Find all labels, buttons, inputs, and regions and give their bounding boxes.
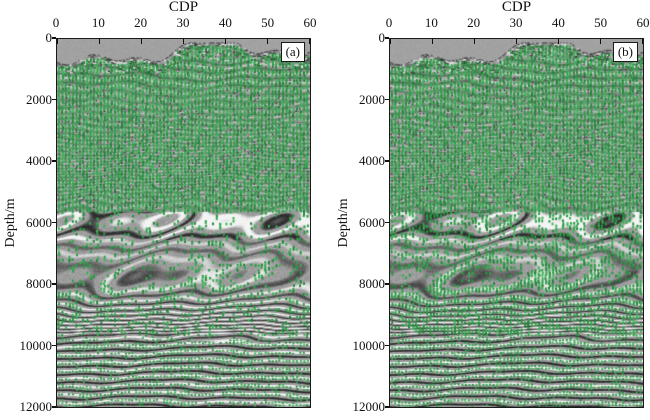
x-tick-label: 10 (91, 15, 105, 30)
y-tick-label: 4000 (26, 153, 52, 168)
x-tick-label: 0 (385, 15, 393, 30)
x-tick-mark (225, 39, 227, 44)
x-tick-mark (558, 39, 560, 44)
y-tick-label: 2000 (26, 91, 52, 107)
y-tick-label: 0 (45, 30, 53, 45)
y-tick-mark (385, 344, 389, 347)
x-tick-mark (390, 39, 392, 44)
y-tick-mark (52, 98, 56, 101)
y-tick-mark (385, 221, 389, 224)
x-tick-mark (641, 39, 643, 44)
y-tick-label: 8000 (359, 276, 385, 291)
x-tick-mark (98, 39, 100, 44)
x-tick-mark (431, 39, 433, 44)
x-tick-mark (182, 39, 185, 44)
x-tick-label: 50 (261, 15, 275, 30)
x-axis-title: CDP (168, 0, 199, 15)
x-tick-mark (600, 39, 602, 44)
y-tick-mark (385, 160, 389, 162)
seismic-image (390, 39, 643, 407)
x-tick-label: 40 (218, 15, 232, 30)
y-tick-mark (385, 37, 389, 39)
y-tick-mark (52, 344, 56, 347)
y-tick-label: 6000 (26, 214, 52, 230)
x-tick-label: 10 (424, 15, 438, 30)
y-tick-mark (385, 406, 389, 408)
y-tick-label: 8000 (26, 276, 52, 291)
y-tick-mark (52, 283, 56, 285)
plot-area: (b) (389, 38, 644, 408)
y-tick-label: 12000 (352, 399, 386, 414)
y-tick-mark (52, 160, 56, 162)
y-tick-label: 4000 (359, 153, 385, 168)
y-tick-label: 12000 (19, 399, 53, 414)
x-tick-label: 20 (467, 15, 481, 30)
x-tick-mark (473, 39, 475, 44)
panel-label: (b) (612, 42, 638, 62)
y-tick-label: 0 (378, 30, 386, 45)
x-tick-mark (267, 39, 269, 44)
y-tick-label: 2000 (359, 91, 385, 107)
x-axis-title: CDP (501, 0, 532, 15)
x-tick-label: 20 (134, 15, 148, 30)
x-tick-label: 60 (636, 15, 650, 30)
x-tick-label: 50 (594, 15, 608, 30)
x-tick-mark (515, 39, 518, 44)
y-tick-label: 10000 (352, 337, 386, 353)
y-tick-mark (52, 406, 56, 408)
x-tick-mark (308, 39, 310, 44)
x-tick-label: 30 (509, 15, 523, 30)
x-tick-label: 30 (176, 15, 190, 30)
y-tick-mark (385, 283, 389, 285)
x-tick-label: 40 (551, 15, 565, 30)
x-tick-label: 0 (52, 15, 60, 30)
panel-label: (a) (280, 42, 305, 62)
y-tick-label: 10000 (19, 337, 53, 353)
y-tick-mark (385, 98, 389, 101)
y-tick-label: 6000 (359, 214, 385, 230)
y-tick-mark (52, 221, 56, 224)
x-tick-mark (140, 39, 142, 44)
plot-area: (a) (56, 38, 311, 408)
seismic-image (57, 39, 310, 407)
y-tick-mark (52, 37, 56, 39)
x-tick-label: 60 (303, 15, 317, 30)
x-tick-mark (57, 39, 59, 44)
